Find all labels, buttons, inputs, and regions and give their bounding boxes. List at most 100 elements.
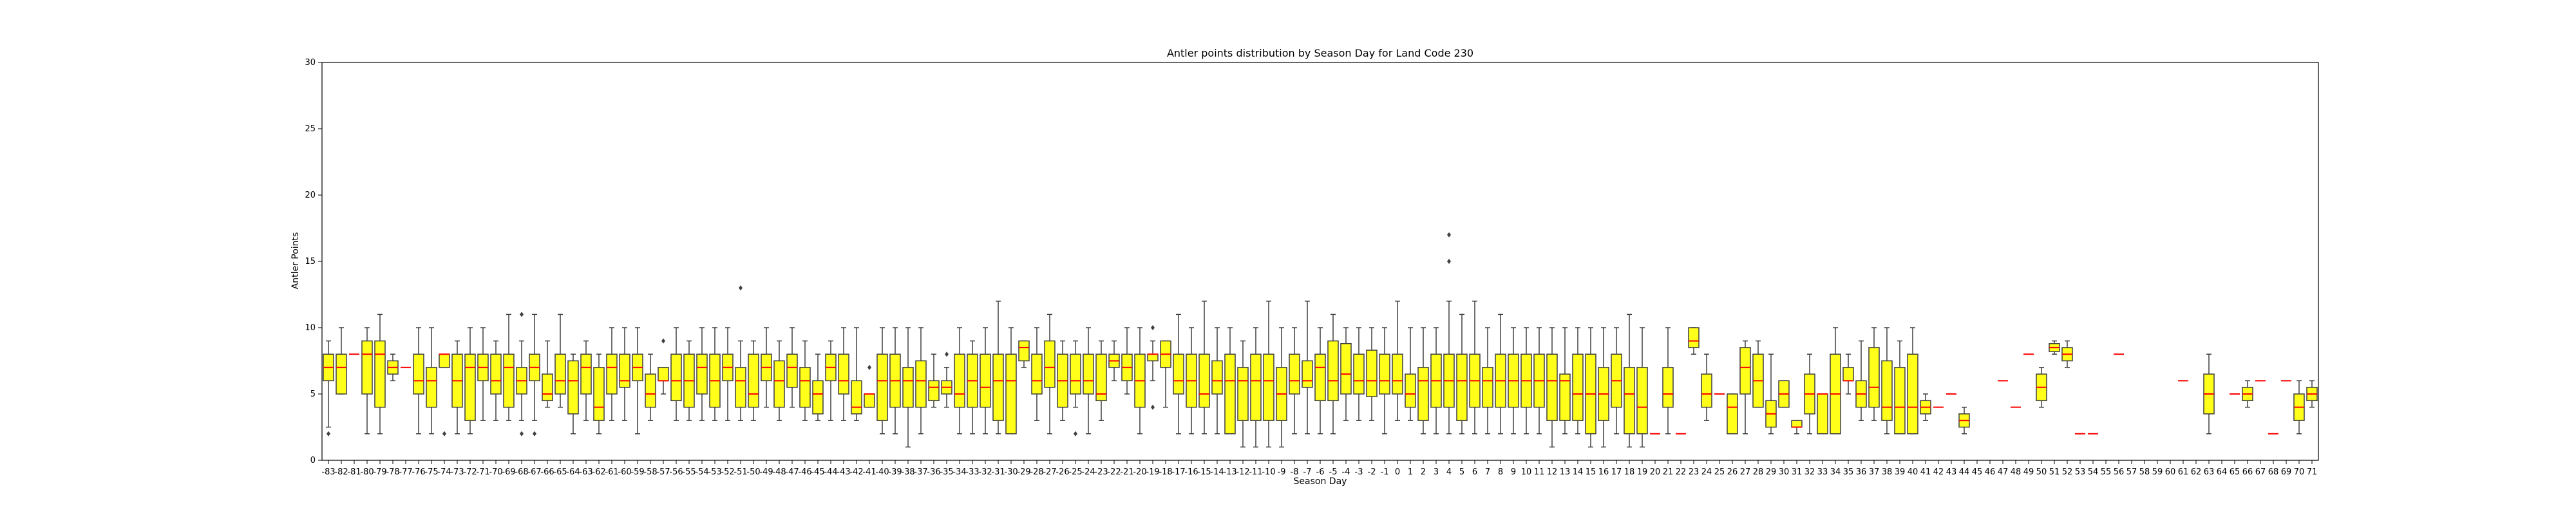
box [1701, 373, 1712, 408]
x-tick-label: 38 [1882, 467, 1893, 477]
box [928, 380, 940, 402]
x-tick-label: 35 [1843, 467, 1854, 477]
x-tick-label: -49 [759, 467, 773, 477]
x-tick-label: 7 [1485, 467, 1490, 477]
x-tick-label: 30 [1779, 467, 1790, 477]
x-tick-label: 40 [1908, 467, 1918, 477]
box [876, 353, 888, 421]
box [1224, 353, 1236, 435]
x-tick-label: -12 [1236, 467, 1249, 477]
outlier-marker [739, 285, 743, 291]
x-tick-label: 23 [1689, 467, 1700, 477]
x-tick-label: -61 [605, 467, 618, 477]
x-tick-label: -63 [579, 467, 592, 477]
x-tick-label: -41 [862, 467, 876, 477]
box [1662, 367, 1674, 408]
x-tick-label: -53 [708, 467, 721, 477]
y-tick-label: 0 [310, 456, 316, 465]
box [851, 380, 862, 415]
x-tick-label: 52 [2062, 467, 2073, 477]
box [992, 353, 1004, 421]
x-tick-label: -26 [1056, 467, 1069, 477]
x-tick-label: 67 [2255, 467, 2266, 477]
y-tick-label: 10 [305, 323, 316, 333]
x-tick-label: -82 [334, 467, 348, 477]
box [439, 353, 450, 368]
x-tick-label: 58 [2139, 467, 2150, 477]
plot-area: 051015202530-83-82-81-80-79-78-77-76-75-… [305, 58, 2319, 477]
x-tick-label: 54 [2088, 467, 2099, 477]
x-tick-label: 49 [2023, 467, 2034, 477]
box [567, 360, 579, 415]
x-tick-label: 22 [1676, 467, 1687, 477]
box [838, 353, 849, 395]
box [1636, 367, 1648, 435]
outlier-marker [520, 431, 524, 436]
box [748, 353, 759, 408]
box [619, 353, 630, 388]
x-tick-label: 1 [1408, 467, 1413, 477]
x-tick-label: 4 [1446, 467, 1452, 477]
box [503, 353, 515, 408]
x-tick-label: -35 [940, 467, 953, 477]
x-tick-label: -5 [1329, 467, 1338, 477]
x-tick-label: 16 [1598, 467, 1609, 477]
box [1624, 367, 1635, 435]
box [1817, 393, 1828, 435]
x-tick-label: 12 [1547, 467, 1558, 477]
x-tick-label: -13 [1223, 467, 1236, 477]
x-tick-label: 29 [1766, 467, 1777, 477]
box [336, 353, 347, 395]
box [1739, 347, 1751, 395]
box [542, 373, 553, 402]
x-axis-label: Season Day [1294, 476, 1347, 487]
box [1095, 353, 1107, 402]
x-tick-label: 2 [1421, 467, 1426, 477]
x-tick-label: -28 [1030, 467, 1043, 477]
x-tick-label: 68 [2268, 467, 2279, 477]
x-tick-label: 64 [2217, 467, 2228, 477]
box [580, 353, 592, 395]
outlier-marker [1447, 259, 1451, 264]
box [1327, 340, 1339, 402]
x-tick-label: -54 [695, 467, 708, 477]
box [1263, 353, 1274, 421]
x-tick-label: 24 [1701, 467, 1712, 477]
box [1417, 367, 1429, 421]
x-tick-label: -47 [785, 467, 799, 477]
outlier-marker [1074, 431, 1077, 436]
x-tick-label: 31 [1792, 467, 1803, 477]
x-tick-label: -11 [1249, 467, 1262, 477]
x-tick-label: 27 [1740, 467, 1751, 477]
box [1907, 353, 1918, 435]
x-tick-label: 28 [1753, 467, 1764, 477]
x-tick-label: -33 [965, 467, 979, 477]
x-tick-label: 46 [1985, 467, 1996, 477]
box [812, 380, 824, 415]
x-tick-label: 15 [1586, 467, 1596, 477]
box [1083, 353, 1094, 395]
x-tick-label: -6 [1316, 467, 1325, 477]
x-tick-label: -34 [952, 467, 966, 477]
box [1005, 353, 1017, 435]
box [1198, 353, 1210, 408]
outlier-marker [1151, 404, 1155, 410]
x-tick-label: -27 [1043, 467, 1056, 477]
box [670, 353, 682, 402]
x-tick-label: 14 [1573, 467, 1584, 477]
x-tick-label: 60 [2165, 467, 2176, 477]
box [1688, 327, 1700, 348]
x-tick-label: 20 [1650, 467, 1661, 477]
x-tick-label: 69 [2281, 467, 2292, 477]
box [954, 353, 965, 408]
x-tick-label: -8 [1291, 467, 1299, 477]
box [606, 353, 618, 395]
box [1727, 393, 1738, 435]
x-tick-label: 59 [2152, 467, 2163, 477]
box [1482, 367, 1493, 408]
x-tick-label: -24 [1081, 467, 1095, 477]
box [1366, 350, 1378, 397]
box [374, 340, 386, 408]
x-tick-label: -32 [978, 467, 992, 477]
